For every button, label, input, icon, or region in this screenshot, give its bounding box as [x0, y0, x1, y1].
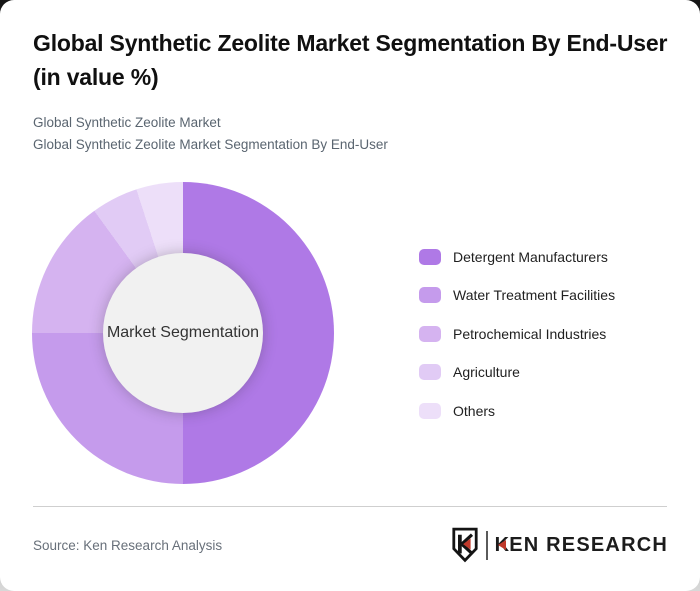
- legend-swatch: [419, 287, 441, 303]
- logo-text: K EN RESEARCH: [495, 534, 668, 557]
- chart-subtitle-1: Global Synthetic Zeolite Market: [33, 115, 221, 130]
- legend-swatch: [419, 325, 441, 342]
- donut-chart: Market Segmentation: [32, 182, 334, 484]
- legend-swatch: [419, 402, 441, 419]
- page-title: Global Synthetic Zeolite Market Segmenta…: [33, 30, 668, 90]
- red-triangle-icon: [498, 540, 507, 550]
- legend-item: Agriculture: [419, 364, 615, 381]
- legend-label: Petrochemical Industries: [453, 325, 607, 342]
- ken-research-logo: K EN RESEARCH: [451, 527, 668, 563]
- legend-label: Water Treatment Facilities: [453, 287, 616, 303]
- legend-swatch: [419, 364, 441, 380]
- logo-text-rest: EN RESEARCH: [509, 533, 668, 556]
- chart-subtitles: Global Synthetic Zeolite Market Global S…: [33, 112, 388, 155]
- legend-item: Detergent Manufacturers: [419, 248, 615, 265]
- legend-label: Agriculture: [453, 364, 520, 380]
- donut-center: Market Segmentation: [103, 253, 263, 413]
- donut-center-label: Market Segmentation: [106, 324, 260, 341]
- logo-separator: [485, 530, 488, 560]
- legend-label: Detergent Manufacturers: [453, 248, 608, 265]
- footer-divider: [33, 506, 667, 507]
- shield-k-icon: [451, 527, 478, 563]
- legend-item: Petrochemical Industries: [419, 325, 615, 342]
- chart-subtitle-2: Global Synthetic Zeolite Market Segmenta…: [33, 136, 388, 152]
- source-note: Source: Ken Research Analysis: [33, 538, 223, 553]
- legend-item: Water Treatment Facilities: [419, 287, 615, 304]
- legend: Detergent Manufacturers Water Treatment …: [419, 248, 615, 441]
- legend-swatch: [419, 248, 441, 265]
- legend-item: Others: [419, 402, 615, 419]
- legend-label: Others: [453, 402, 496, 419]
